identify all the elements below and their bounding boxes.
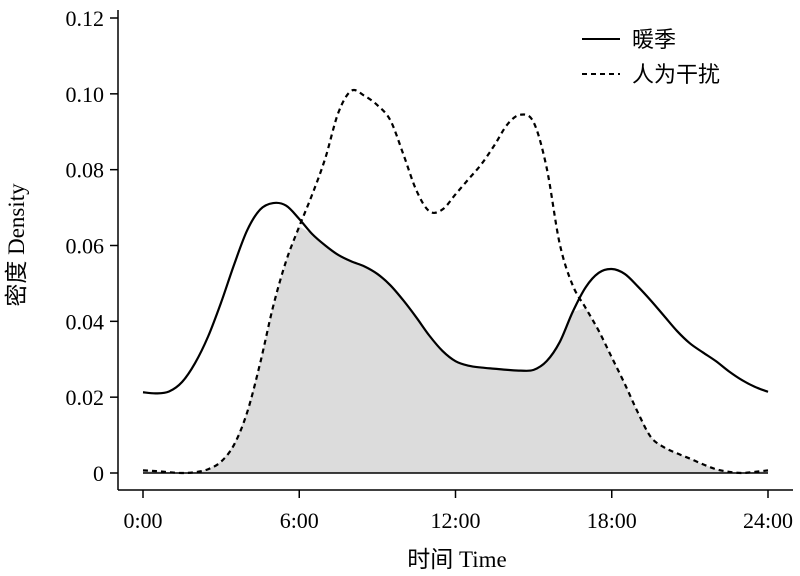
y-tick-label: 0.04 <box>66 309 105 334</box>
x-axis-title: 时间 Time <box>407 547 506 572</box>
overlap-area <box>143 226 768 473</box>
series-line-warm-season <box>142 201 769 395</box>
x-tick-label: 6:00 <box>280 508 319 533</box>
y-tick-label: 0.02 <box>66 385 105 410</box>
legend-label-warm-season: 暖季 <box>632 28 676 53</box>
y-tick-label: 0.06 <box>66 234 105 259</box>
y-tick-label: 0.08 <box>66 158 105 183</box>
y-axis-title: 密度 Density <box>4 183 29 307</box>
x-tick-label: 18:00 <box>587 508 637 533</box>
y-tick-label: 0.10 <box>66 82 105 107</box>
legend-label-human-disturbance: 人为干扰 <box>632 63 720 88</box>
x-tick-label: 0:00 <box>123 508 162 533</box>
y-tick-label: 0 <box>93 461 104 486</box>
legend: 暖季 人为干扰 <box>582 28 720 88</box>
series-line-human-disturbance <box>142 88 769 475</box>
x-tick-label: 12:00 <box>430 508 480 533</box>
y-tick-label: 0.12 <box>66 6 105 31</box>
x-tick-label: 24:00 <box>743 508 793 533</box>
